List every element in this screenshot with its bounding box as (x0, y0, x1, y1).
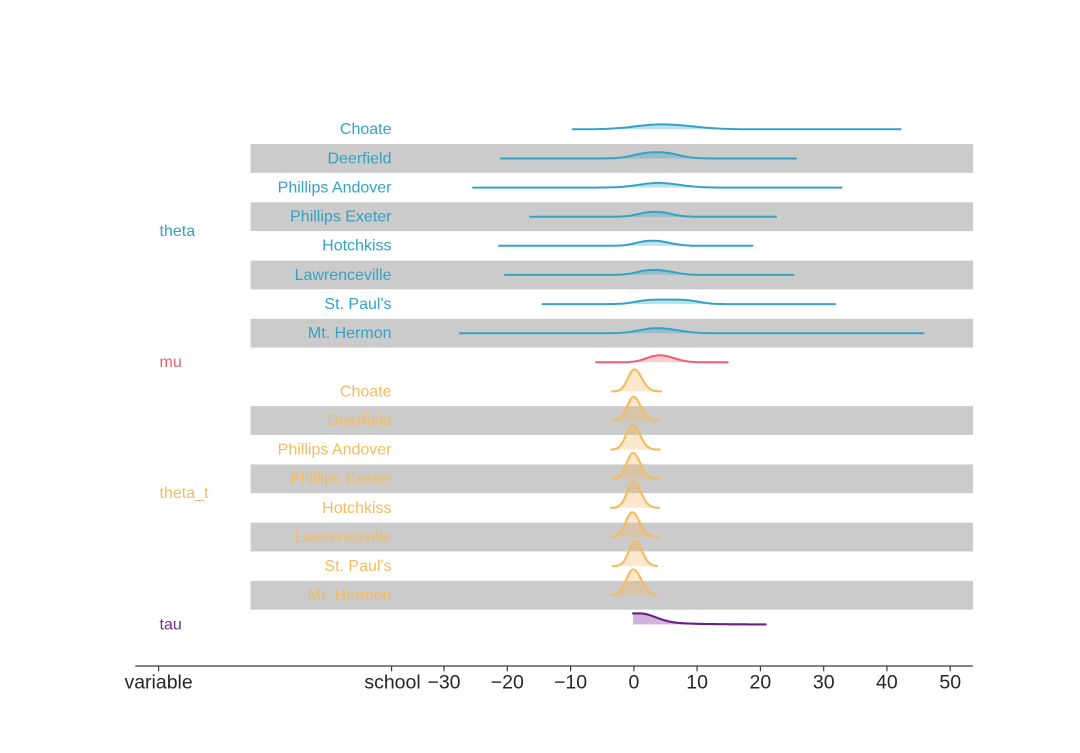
svg-text:Deerfield: Deerfield (327, 150, 391, 167)
svg-text:variable: variable (124, 672, 192, 694)
svg-text:theta: theta (160, 223, 196, 240)
svg-text:0: 0 (628, 672, 639, 694)
svg-text:St. Paul's: St. Paul's (324, 296, 391, 313)
svg-text:10: 10 (686, 672, 708, 694)
svg-text:Mt. Hermon: Mt. Hermon (308, 325, 392, 342)
svg-text:Deerfield: Deerfield (327, 412, 391, 429)
svg-text:−20: −20 (491, 672, 524, 694)
svg-text:Hotchkiss: Hotchkiss (322, 500, 391, 517)
svg-text:tau: tau (160, 616, 182, 633)
svg-text:Phillips Andover: Phillips Andover (278, 180, 393, 197)
svg-text:30: 30 (813, 672, 835, 694)
svg-text:St. Paul's: St. Paul's (324, 558, 391, 575)
svg-text:mu: mu (160, 354, 182, 371)
svg-text:Phillips Andover: Phillips Andover (278, 442, 393, 459)
svg-text:school: school (364, 672, 420, 694)
svg-text:50: 50 (939, 672, 961, 694)
svg-text:−30: −30 (427, 672, 460, 694)
svg-text:Lawrenceville: Lawrenceville (295, 267, 392, 284)
svg-text:theta_t: theta_t (160, 485, 209, 502)
svg-text:Choate: Choate (340, 383, 392, 400)
svg-text:−10: −10 (554, 672, 587, 694)
svg-text:Hotchkiss: Hotchkiss (322, 238, 391, 255)
svg-text:Mt. Hermon: Mt. Hermon (308, 587, 392, 604)
svg-text:40: 40 (876, 672, 898, 694)
svg-text:20: 20 (750, 672, 772, 694)
svg-text:Phillips Exeter: Phillips Exeter (290, 209, 392, 226)
svg-text:Phillips Exeter: Phillips Exeter (290, 471, 392, 488)
svg-text:Choate: Choate (340, 121, 392, 138)
svg-text:Lawrenceville: Lawrenceville (295, 529, 392, 546)
